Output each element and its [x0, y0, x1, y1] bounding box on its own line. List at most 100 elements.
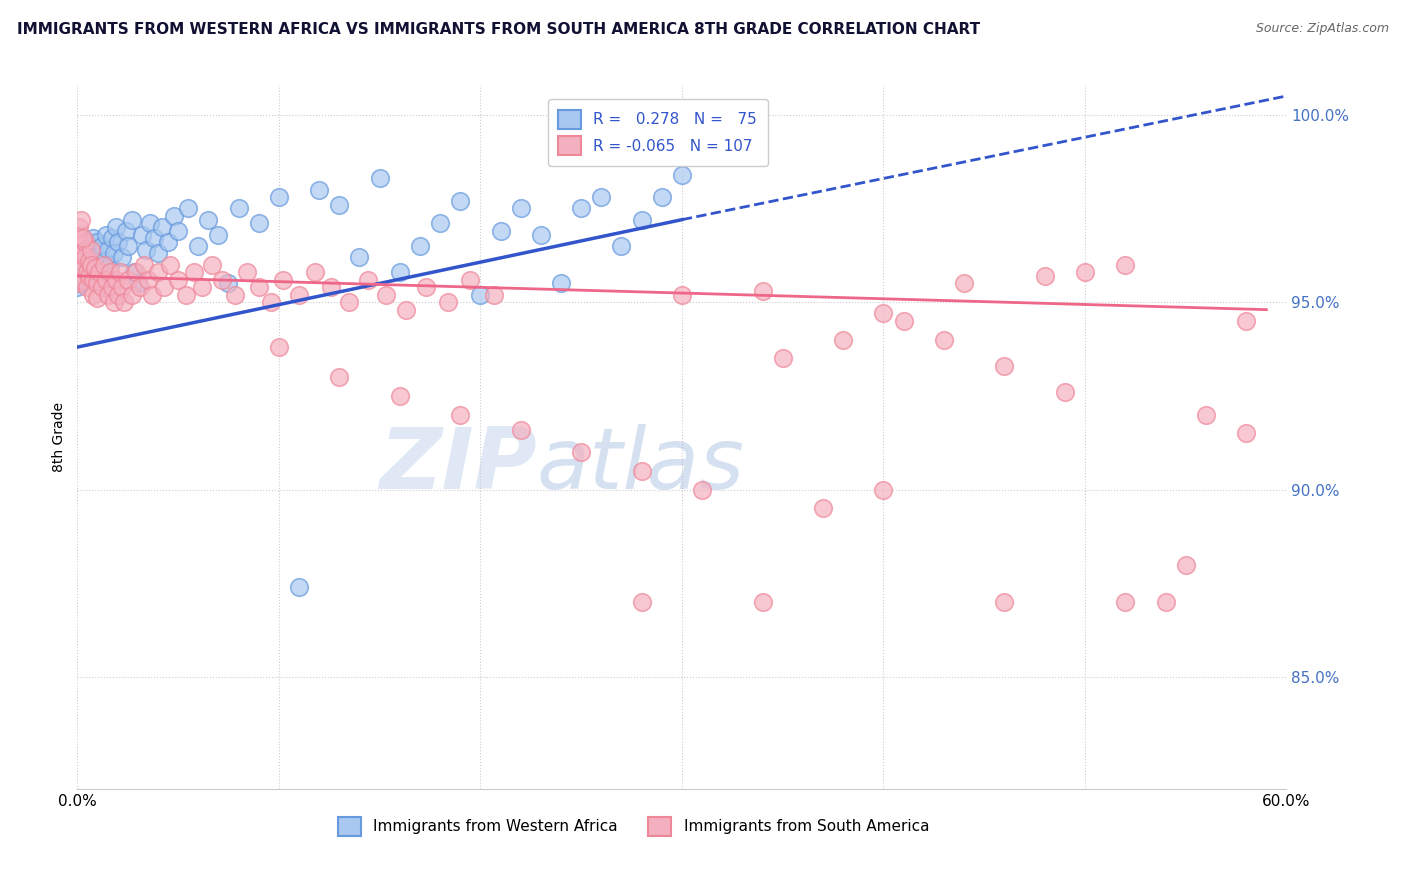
- Point: [66, 277, 89, 291]
- Point: [321, 280, 343, 294]
- Point: [82, 287, 104, 301]
- Point: [163, 209, 186, 223]
- Point: [328, 370, 350, 384]
- Point: [96, 287, 118, 301]
- Point: [1053, 385, 1076, 400]
- Point: [751, 284, 773, 298]
- Point: [339, 295, 360, 310]
- Point: [72, 261, 94, 276]
- Point: [409, 239, 432, 253]
- Point: [100, 280, 122, 294]
- Point: [107, 287, 129, 301]
- Point: [75, 243, 97, 257]
- Point: [72, 254, 94, 268]
- Point: [94, 273, 117, 287]
- Point: [114, 224, 136, 238]
- Point: [108, 265, 131, 279]
- Point: [76, 250, 98, 264]
- Point: [90, 239, 112, 253]
- Point: [872, 483, 894, 497]
- Point: [70, 261, 93, 276]
- Point: [67, 231, 90, 245]
- Text: ZIP: ZIP: [380, 424, 537, 507]
- Point: [349, 250, 371, 264]
- Point: [82, 246, 104, 260]
- Point: [1033, 268, 1056, 283]
- Point: [388, 389, 411, 403]
- Point: [84, 261, 107, 276]
- Point: [569, 445, 592, 459]
- Point: [72, 246, 94, 260]
- Point: [509, 202, 531, 216]
- Point: [104, 273, 127, 287]
- Point: [125, 265, 148, 279]
- Point: [308, 183, 330, 197]
- Text: IMMIGRANTS FROM WESTERN AFRICA VS IMMIGRANTS FROM SOUTH AMERICA 8TH GRADE CORREL: IMMIGRANTS FROM WESTERN AFRICA VS IMMIGR…: [17, 22, 980, 37]
- Point: [630, 464, 652, 478]
- Point: [76, 280, 98, 294]
- Point: [630, 595, 652, 609]
- Point: [207, 227, 229, 242]
- Point: [489, 224, 512, 238]
- Point: [89, 265, 111, 279]
- Point: [569, 202, 592, 216]
- Point: [75, 261, 97, 276]
- Point: [1234, 426, 1257, 441]
- Point: [70, 212, 93, 227]
- Point: [131, 227, 153, 242]
- Point: [75, 250, 97, 264]
- Point: [93, 258, 115, 272]
- Point: [128, 280, 150, 294]
- Point: [146, 265, 169, 279]
- Point: [70, 273, 93, 287]
- Point: [651, 190, 673, 204]
- Point: [103, 246, 125, 260]
- Point: [267, 340, 290, 354]
- Point: [84, 261, 107, 276]
- Point: [67, 254, 90, 268]
- Point: [224, 287, 246, 301]
- Point: [183, 265, 205, 279]
- Text: atlas: atlas: [537, 424, 745, 507]
- Point: [610, 239, 633, 253]
- Point: [993, 595, 1015, 609]
- Point: [82, 273, 104, 287]
- Point: [356, 273, 378, 287]
- Point: [135, 243, 157, 257]
- Point: [993, 359, 1015, 373]
- Point: [1114, 258, 1136, 272]
- Point: [174, 287, 197, 301]
- Point: [437, 295, 460, 310]
- Point: [271, 273, 294, 287]
- Point: [157, 235, 180, 249]
- Point: [66, 227, 89, 242]
- Point: [872, 306, 894, 320]
- Point: [104, 220, 127, 235]
- Point: [67, 246, 90, 260]
- Point: [117, 239, 139, 253]
- Point: [304, 265, 326, 279]
- Point: [121, 212, 143, 227]
- Point: [79, 265, 101, 279]
- Point: [167, 224, 190, 238]
- Point: [66, 280, 89, 294]
- Point: [429, 216, 451, 230]
- Point: [415, 280, 437, 294]
- Point: [111, 280, 134, 294]
- Point: [671, 287, 693, 301]
- Point: [89, 265, 111, 279]
- Point: [86, 250, 108, 264]
- Point: [142, 231, 165, 245]
- Point: [150, 220, 173, 235]
- Point: [136, 273, 159, 287]
- Point: [247, 216, 270, 230]
- Point: [75, 235, 97, 249]
- Point: [80, 243, 103, 257]
- Point: [146, 246, 169, 260]
- Point: [1234, 314, 1257, 328]
- Point: [86, 292, 108, 306]
- Point: [932, 333, 955, 347]
- Point: [187, 239, 209, 253]
- Point: [79, 254, 101, 268]
- Point: [167, 273, 190, 287]
